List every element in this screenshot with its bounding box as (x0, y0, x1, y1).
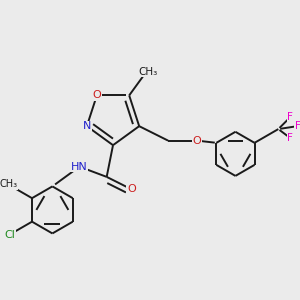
Text: O: O (193, 136, 202, 146)
Text: N: N (83, 121, 91, 131)
Text: Cl: Cl (4, 230, 15, 240)
Text: CH₃: CH₃ (138, 67, 158, 77)
Text: O: O (92, 90, 101, 100)
Text: CH₃: CH₃ (0, 179, 17, 189)
Text: F: F (287, 133, 293, 143)
Text: F: F (295, 121, 300, 131)
Text: O: O (127, 184, 136, 194)
Text: F: F (287, 112, 293, 122)
Text: HN: HN (71, 162, 88, 172)
